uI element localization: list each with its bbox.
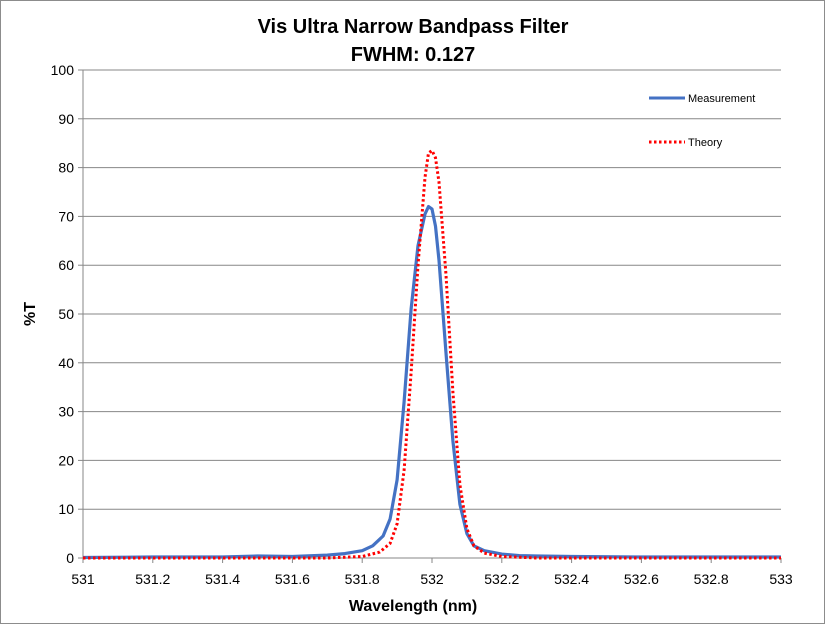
y-tick-label: 40 bbox=[58, 355, 74, 371]
y-tick-label: 30 bbox=[58, 404, 74, 420]
x-tick-label: 531.6 bbox=[275, 571, 310, 587]
y-tick-label: 70 bbox=[58, 208, 74, 224]
gridlines bbox=[78, 69, 782, 563]
x-tick-label: 532.6 bbox=[624, 571, 659, 587]
x-tick-label: 533 bbox=[769, 571, 793, 587]
x-tick-label: 531 bbox=[71, 571, 95, 587]
y-tick-label: 80 bbox=[58, 160, 74, 176]
y-tick-label: 50 bbox=[58, 306, 74, 322]
y-tick-label: 100 bbox=[51, 62, 75, 78]
x-tick-label: 532.8 bbox=[694, 571, 729, 587]
y-tick-label: 60 bbox=[58, 257, 74, 273]
x-tick-label: 531.8 bbox=[345, 571, 380, 587]
legend-label-measurement: Measurement bbox=[688, 93, 755, 105]
x-tick-label: 532.2 bbox=[484, 571, 519, 587]
y-tick-label: 10 bbox=[58, 501, 74, 517]
y-tick-label: 20 bbox=[58, 452, 74, 468]
x-axis-title: Wavelength (nm) bbox=[349, 598, 477, 615]
x-tick-label: 532.4 bbox=[554, 571, 589, 587]
x-tick-label: 531.2 bbox=[135, 571, 170, 587]
series-lines bbox=[82, 149, 781, 560]
series-line-theory bbox=[83, 149, 781, 560]
y-tick-label: 0 bbox=[66, 550, 74, 566]
y-tick-labels: 0 10 20 30 40 50 60 70 80 90 100 bbox=[51, 62, 75, 566]
y-axis-title: %T bbox=[22, 302, 39, 326]
y-tick-label: 90 bbox=[58, 111, 74, 127]
series-line-measurement bbox=[82, 205, 781, 560]
legend: Measurement Theory bbox=[649, 93, 755, 149]
x-tick-label: 532 bbox=[420, 571, 444, 587]
chart-subtitle: FWHM: 0.127 bbox=[351, 44, 475, 66]
x-tick-label: 531.4 bbox=[205, 571, 240, 587]
chart-title: Vis Ultra Narrow Bandpass Filter bbox=[258, 16, 569, 38]
legend-label-theory: Theory bbox=[688, 137, 723, 149]
x-tick-labels: 531 531.2 531.4 531.6 531.8 532 532.2 532.4 532.… bbox=[71, 571, 793, 587]
